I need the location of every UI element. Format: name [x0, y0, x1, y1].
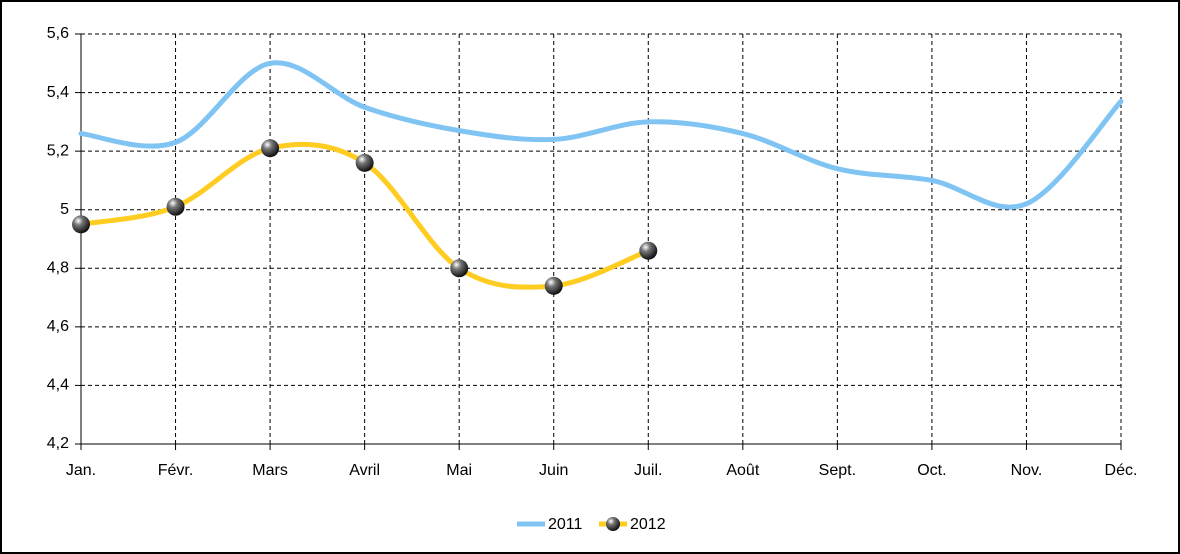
y-tick-label: 5,6 [47, 25, 69, 42]
y-tick-label: 4,8 [47, 260, 69, 277]
x-tick-label: Juin [539, 462, 568, 479]
x-tick-label: Oct. [917, 462, 946, 479]
marker [639, 241, 658, 260]
x-tick-label: Févr. [158, 462, 194, 479]
legend-label: 2011 [548, 516, 583, 533]
y-tick-label: 5,2 [47, 142, 69, 159]
x-tick-label: Mars [252, 462, 288, 479]
x-tick-label: Jan. [66, 462, 96, 479]
y-tick-label: 4,6 [47, 318, 69, 335]
x-tick-label: Avril [349, 462, 380, 479]
marker [544, 276, 563, 295]
x-tick-label: Sept. [819, 462, 856, 479]
x-tick-label: Juil. [634, 462, 662, 479]
series-line [78, 60, 1124, 210]
marker [72, 215, 90, 234]
y-tick-label: 5 [60, 201, 69, 218]
y-tick-label: 4,2 [47, 435, 69, 452]
x-tick-label: Nov. [1011, 462, 1043, 479]
x-tick-label: Mai [446, 462, 472, 479]
marker [355, 153, 374, 172]
legend-label: 2012 [630, 516, 666, 533]
y-tick-label: 5,4 [47, 84, 69, 101]
marker [261, 139, 280, 158]
marker [166, 197, 185, 216]
y-tick-label: 4,4 [47, 377, 69, 394]
legend-marker [606, 517, 620, 531]
x-tick-label: Déc. [1105, 462, 1138, 479]
x-tick-label: Août [726, 462, 759, 479]
marker [450, 259, 469, 278]
